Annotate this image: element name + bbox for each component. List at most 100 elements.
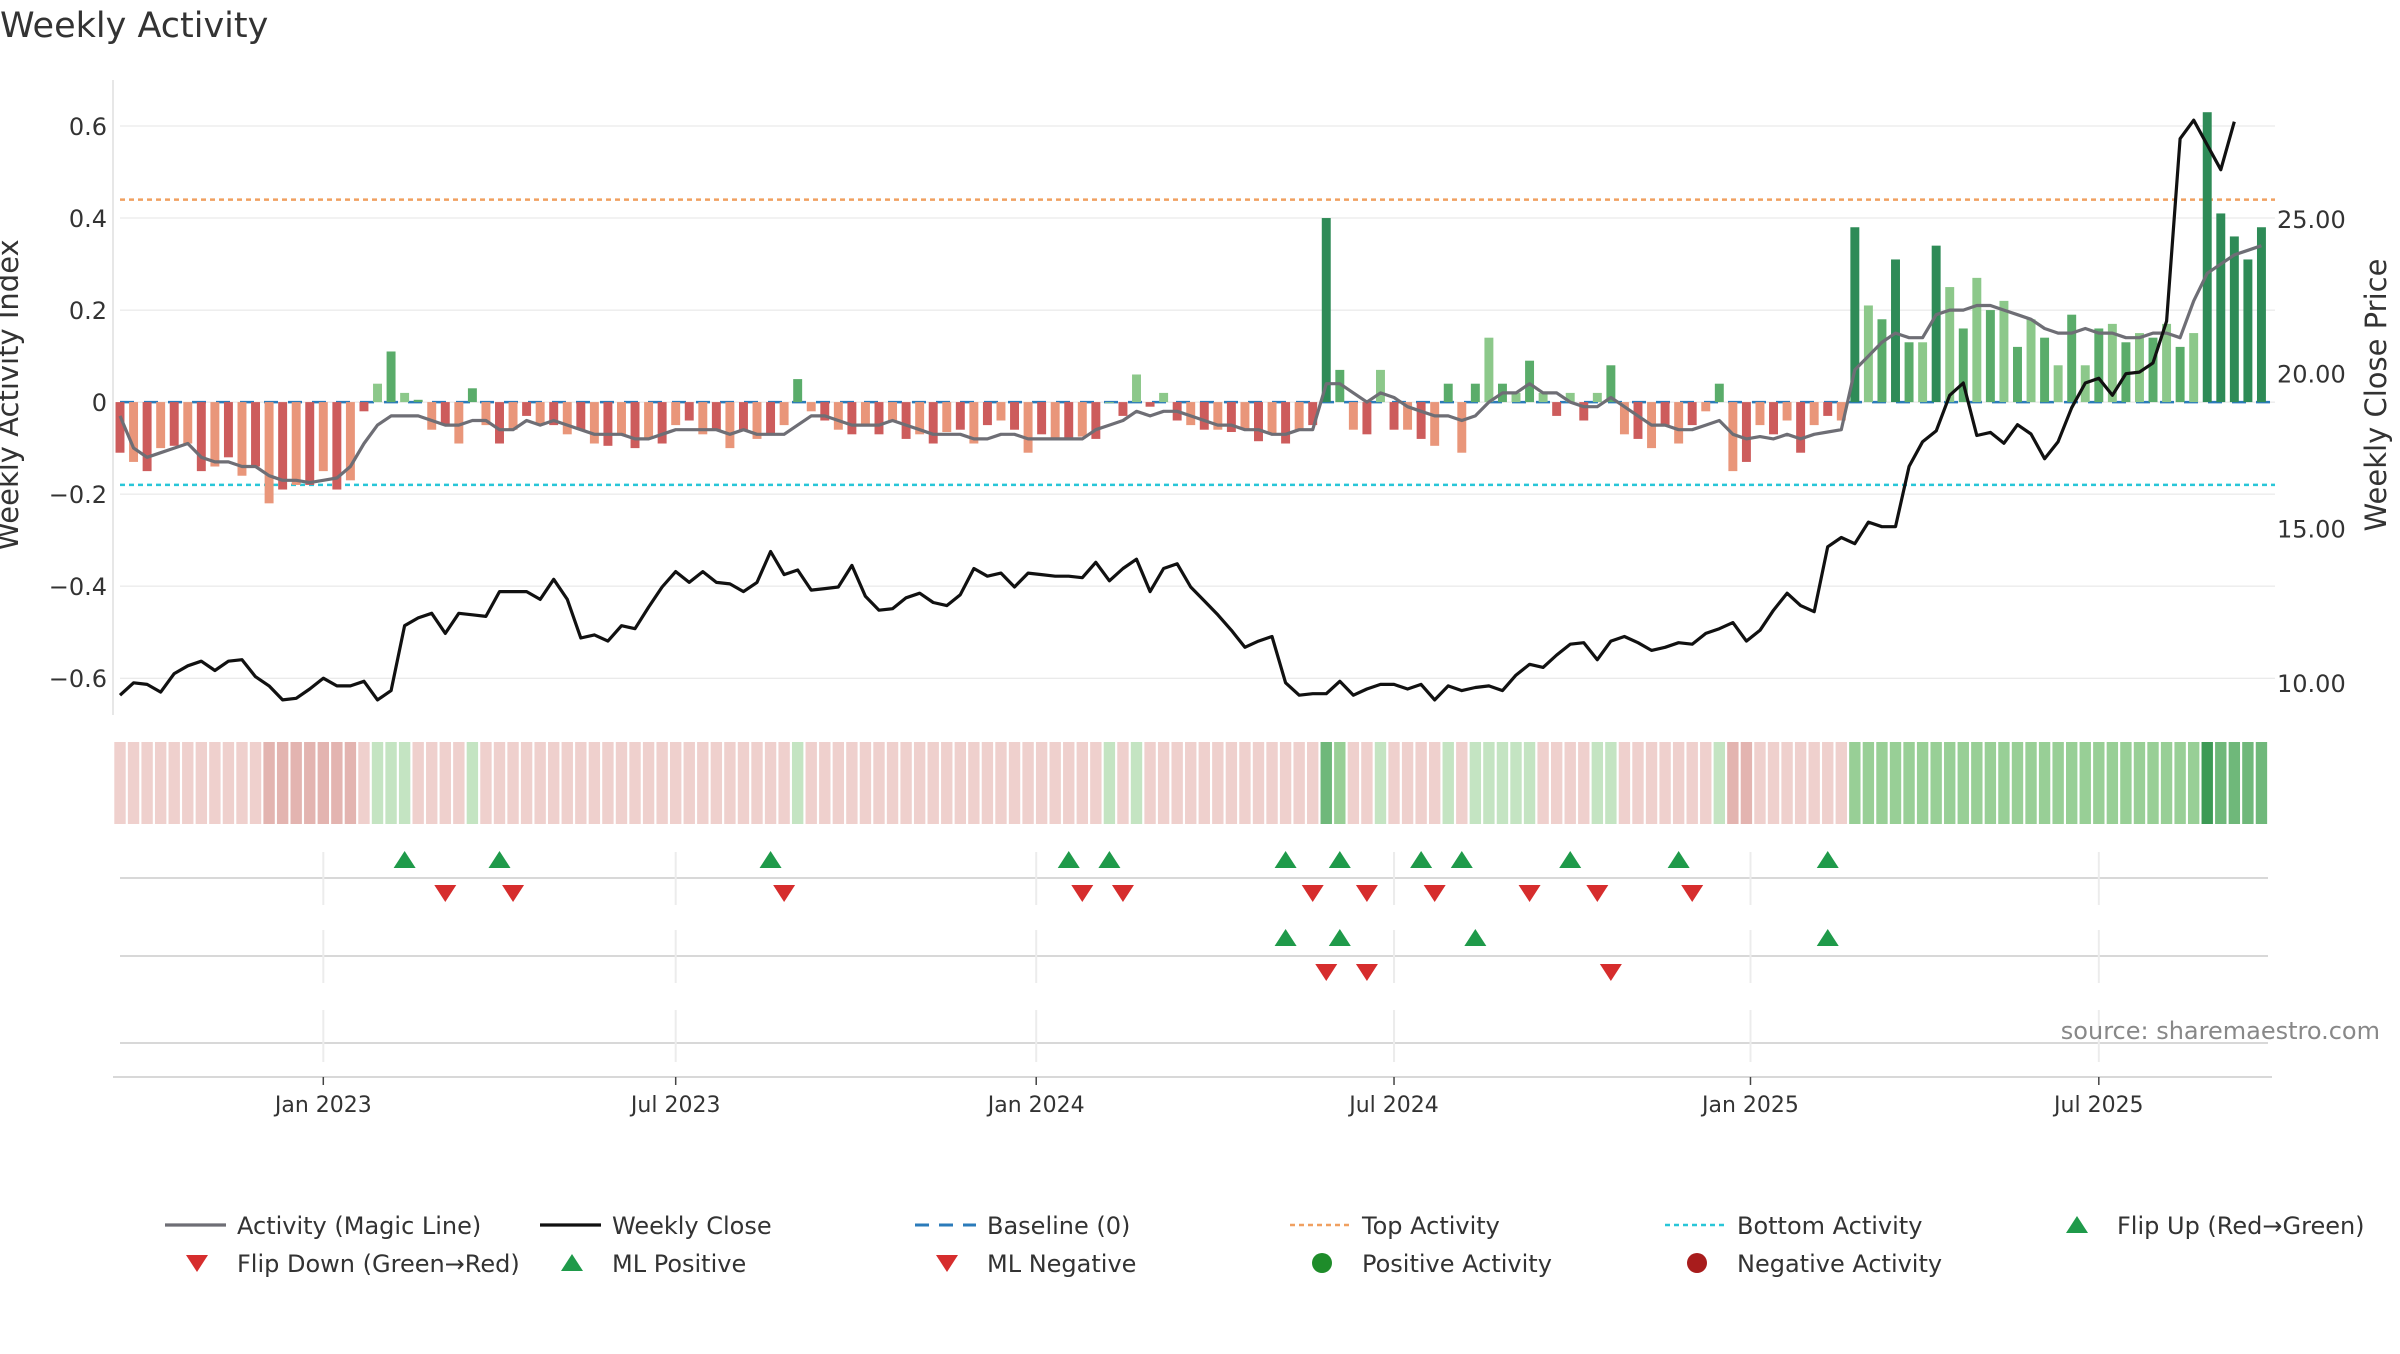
activity-bar [1538,392,1548,403]
strip-cell [575,742,587,824]
activity-bar [2094,328,2104,403]
x-tick-label: Jul 2023 [629,1093,721,1118]
flip-up-marker [759,851,782,868]
activity-bar [1592,392,1602,403]
strip-cell [737,742,750,824]
activity-bar [752,402,762,439]
flip-down-marker [1301,885,1324,902]
activity-bar [400,392,410,403]
strip-cell [751,742,763,824]
strip-cell [995,742,1007,824]
activity-bar [1714,383,1724,403]
reference-lines [120,198,2275,487]
legend-swatch [561,1254,583,1271]
strip-cell [1320,742,1332,824]
activity-bar [264,402,274,504]
flip-down-marker [1111,885,1134,902]
activity-bar [1321,218,1331,403]
strip-cell [304,742,316,824]
activity-bar [2053,365,2063,403]
activity-bar [1281,402,1291,444]
strip-cell [236,742,248,824]
legend-label: Positive Activity [1362,1250,1552,1278]
flip-up-marker [393,851,416,868]
strip-cell [1361,742,1373,824]
activity-bar [332,402,342,490]
strip-cell [249,742,262,824]
strip-cell [1578,742,1590,824]
strip-cell [507,742,519,824]
strip-cell [493,742,506,824]
activity-bar [1796,402,1806,453]
activity-bar [766,402,776,435]
activity-bar [1809,402,1819,426]
activity-bar [644,402,654,439]
strip-cell [629,742,641,824]
ml-positive-marker [1464,929,1487,946]
activity-bar [1199,402,1209,430]
strip-cell [141,742,153,824]
strip-cell [1510,742,1522,824]
activity-bar [1701,402,1711,412]
activity-bar [549,402,559,426]
activity-bar [1891,259,1900,403]
activity-bar [711,402,721,430]
strip-cell [1754,742,1766,824]
legend-label: Weekly Close [612,1212,772,1240]
strip-cell [439,742,451,824]
strip-cell [534,742,546,824]
strip-cell [1347,742,1360,824]
strip-cell [2215,742,2227,824]
legend-item-bottom_activity: Bottom Activity [1665,1212,1922,1240]
activity-bar [1159,392,1169,403]
strip-cell [1727,742,1739,824]
strip-cell [1794,742,1807,824]
activity-bar [657,402,667,444]
activity-bar [1823,402,1833,416]
x-tick-label: Jul 2024 [1347,1093,1439,1118]
series-lines [118,118,2262,702]
strip-cell [710,742,723,824]
strip-cell [1388,742,1400,824]
strip-cell [1198,742,1210,824]
axes: 0.6 0.4 0.2 0 −0.2 −0.4 −0.6 25.00 20.00 15.00 10.… [49,80,2346,715]
activity-bar [562,402,572,435]
activity-bar [1064,402,1074,439]
activity-bar [2107,323,2117,403]
strip-cell [209,742,221,824]
strip-cell [2093,742,2105,824]
strip-cell [2160,742,2173,824]
activity-bar [1904,342,1914,403]
strip-cell [520,742,533,824]
strip-cell [1171,742,1183,824]
flip-up-marker [1667,851,1690,868]
activity-bar [522,402,532,416]
strip-cell [1157,742,1170,824]
activity-bar [2202,112,2212,403]
legend-swatch [186,1255,208,1272]
strip-cell [913,742,926,824]
activity-bar [1226,402,1236,433]
flip-up-marker [1450,851,1473,868]
legend-label: ML Negative [987,1250,1136,1278]
legend-label: ML Positive [612,1250,746,1278]
activity-bar [833,402,843,430]
activity-bar [1416,402,1426,439]
activity-bar [223,402,233,458]
activity-bar [955,402,965,430]
strip-cell [154,742,167,824]
activity-bar [251,402,261,467]
activity-bar [1375,369,1385,403]
strip-cell [669,742,682,824]
strip-cell [1334,742,1346,824]
strip-cell [1957,742,1969,824]
activity-bar [874,402,884,435]
strip-cell [1185,742,1197,824]
legend-swatch [2066,1216,2088,1233]
activity-bar [1145,402,1155,407]
strip-cell [1767,742,1780,824]
activity-bar [2175,346,2185,403]
strip-cell [1008,742,1021,824]
legend-label: Bottom Activity [1737,1212,1922,1240]
